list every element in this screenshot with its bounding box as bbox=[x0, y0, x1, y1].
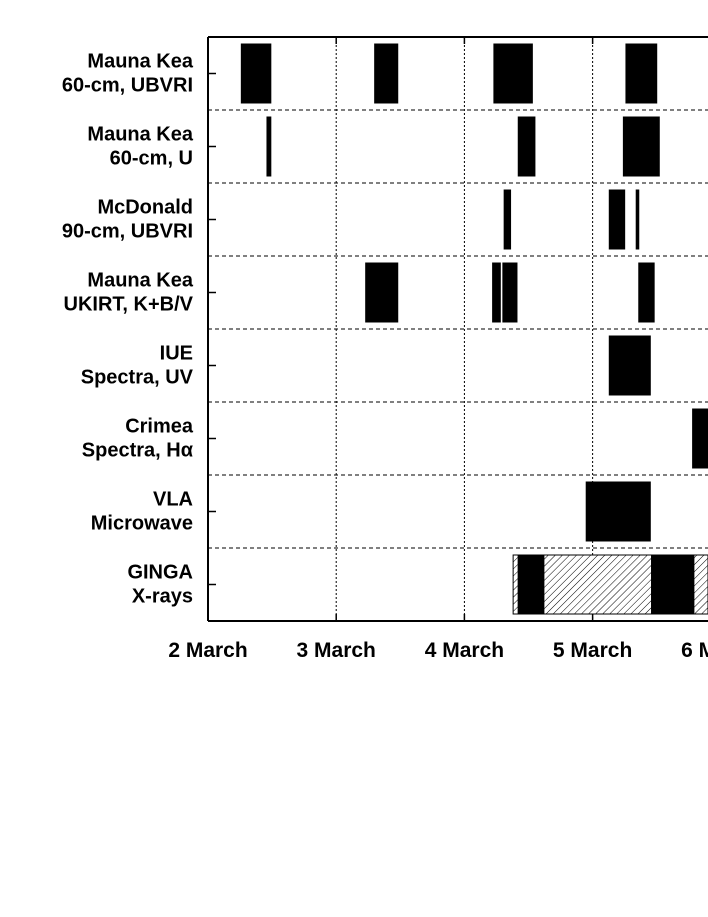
x-tick-label: 2 March bbox=[168, 639, 247, 662]
row-label-line: McDonald bbox=[97, 197, 193, 219]
row-label-line: 60-cm, U bbox=[110, 148, 193, 170]
row-label-line: Spectra, UV bbox=[81, 367, 194, 389]
x-tick-label: 3 March bbox=[297, 639, 376, 662]
observation-bar bbox=[374, 43, 399, 104]
row-label-line: Crimea bbox=[125, 416, 194, 438]
row-label-line: Microwave bbox=[91, 513, 193, 535]
observation-bar bbox=[492, 262, 501, 323]
row-label-line: 60-cm, UBVRI bbox=[62, 75, 193, 97]
observation-bar bbox=[692, 408, 708, 469]
observation-bar bbox=[625, 43, 658, 104]
x-tick-label: 5 March bbox=[553, 639, 632, 662]
observation-bar bbox=[543, 554, 653, 615]
row-label-line: VLA bbox=[153, 489, 193, 511]
observation-bar bbox=[635, 189, 640, 250]
x-tick-label: 4 March bbox=[425, 639, 504, 662]
observation-bar bbox=[622, 116, 660, 177]
observation-bar bbox=[365, 262, 399, 323]
observation-bar bbox=[240, 43, 272, 104]
observation-bar bbox=[517, 116, 536, 177]
row-label-line: UKIRT, K+B/V bbox=[64, 294, 194, 316]
observation-bar bbox=[638, 262, 655, 323]
row-label-line: GINGA bbox=[127, 562, 193, 584]
observation-bar bbox=[517, 554, 545, 615]
observation-bar bbox=[493, 43, 533, 104]
row-label-line: X-rays bbox=[132, 586, 193, 608]
observation-bar bbox=[693, 554, 708, 615]
observation-bar bbox=[502, 262, 518, 323]
observation-bar bbox=[651, 554, 695, 615]
observation-bar bbox=[608, 335, 651, 396]
observation-bar bbox=[585, 481, 651, 542]
row-label-line: Mauna Kea bbox=[87, 51, 193, 73]
observation-bar bbox=[503, 189, 512, 250]
row-label-line: 90-cm, UBVRI bbox=[62, 221, 193, 243]
x-tick-label: 6 March bbox=[681, 639, 708, 662]
row-label-line: Spectra, Hα bbox=[82, 440, 194, 462]
row-label-line: IUE bbox=[160, 343, 193, 365]
row-label-line: Mauna Kea bbox=[87, 124, 193, 146]
row-label-line: Mauna Kea bbox=[87, 270, 193, 292]
observation-bar bbox=[512, 554, 519, 615]
observation-bar bbox=[266, 116, 272, 177]
observation-bar bbox=[608, 189, 626, 250]
